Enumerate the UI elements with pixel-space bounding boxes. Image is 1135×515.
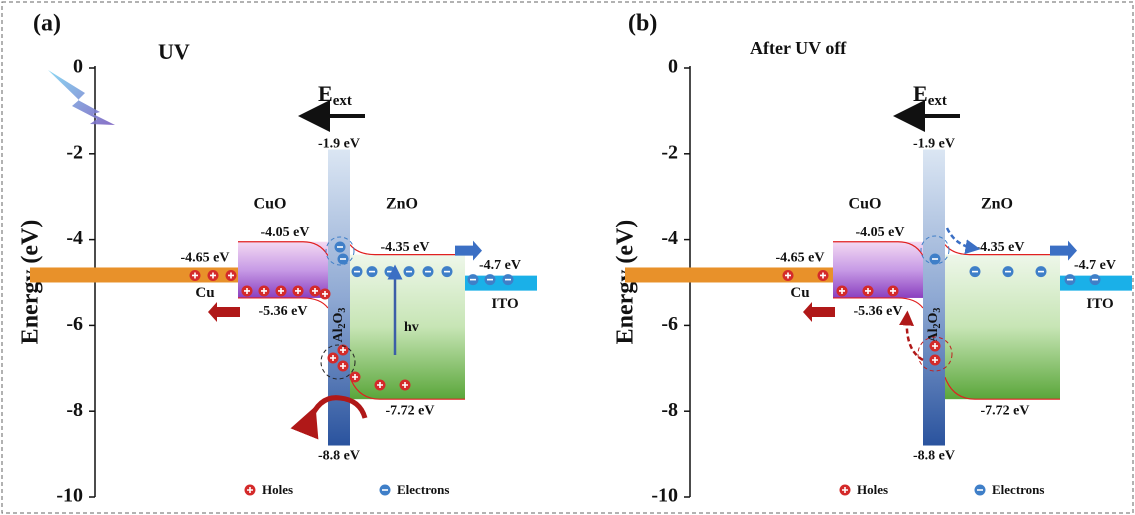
hv-label: hv	[404, 320, 419, 335]
escape-arrow	[947, 228, 973, 248]
field-main: E	[913, 81, 928, 106]
y-tick-label: -2	[66, 141, 83, 163]
field-label: Eext	[913, 81, 947, 109]
field-main: E	[318, 81, 333, 106]
field-sub: ext	[928, 93, 947, 109]
y-tick-label: -6	[661, 313, 678, 335]
level-label: -7.72 eV	[981, 403, 1030, 418]
formula-part: O	[331, 312, 346, 323]
level-label: -4.35 eV	[976, 240, 1025, 255]
formula-part: Al	[926, 328, 941, 342]
level-label: -4.7 eV	[1074, 258, 1116, 273]
y-tick-label: -4	[66, 227, 83, 249]
level-label: -8.8 eV	[913, 449, 955, 464]
figure: 0-2-4-6-8-10Energy (eV)(a)UVEext-4.65 eV…	[0, 0, 1135, 515]
formula-sub: 3	[932, 308, 943, 313]
level-label: -4.35 eV	[381, 240, 430, 255]
level-label: -5.36 eV	[259, 304, 308, 319]
legend-label: Electrons	[397, 482, 449, 497]
panel-note: After UV off	[750, 38, 847, 58]
level-label: -4.05 eV	[261, 225, 310, 240]
flow-arrow	[208, 302, 240, 322]
level-label: -1.9 eV	[913, 137, 955, 152]
material-label: CuO	[254, 196, 287, 213]
panel-tag: (a)	[33, 11, 61, 37]
y-tick-label: 0	[668, 56, 678, 78]
formula-sub: 3	[337, 308, 348, 313]
material-label: Cu	[195, 285, 214, 301]
panel-note: UV	[158, 39, 190, 64]
field-label: Eext	[318, 81, 352, 109]
material-label: ZnO	[386, 196, 418, 213]
legend-label: Electrons	[992, 482, 1044, 497]
panel-tag: (b)	[628, 11, 657, 37]
y-tick-label: 0	[73, 56, 83, 78]
level-label: -1.9 eV	[318, 137, 360, 152]
legend-label: Holes	[857, 482, 888, 497]
cu-band	[625, 267, 833, 282]
level-label: -5.36 eV	[854, 304, 903, 319]
level-label: -4.05 eV	[856, 225, 905, 240]
field-sub: ext	[333, 93, 352, 109]
y-tick-label: -8	[661, 399, 678, 421]
formula-part: Al	[331, 328, 346, 342]
cu-band	[30, 267, 238, 282]
level-label: -4.7 eV	[479, 258, 521, 273]
material-label: ZnO	[981, 196, 1013, 213]
legend-label: Holes	[262, 482, 293, 497]
level-label: -4.65 eV	[776, 251, 825, 266]
level-label: -4.65 eV	[181, 251, 230, 266]
uv-icon	[48, 70, 115, 125]
al2o3-barrier	[923, 150, 945, 446]
material-label: CuO	[849, 196, 882, 213]
y-tick-label: -10	[56, 485, 83, 507]
y-tick-label: -6	[66, 313, 83, 335]
material-label: ITO	[491, 296, 518, 312]
y-tick-label: -4	[661, 227, 678, 249]
flow-arrow	[803, 302, 835, 322]
level-label: -7.72 eV	[386, 403, 435, 418]
material-label: ITO	[1086, 296, 1113, 312]
formula-part: O	[926, 312, 941, 323]
level-label: -8.8 eV	[318, 449, 360, 464]
y-tick-label: -2	[661, 141, 678, 163]
y-tick-label: -10	[651, 485, 678, 507]
material-label: Cu	[790, 285, 809, 301]
escape-arrow	[907, 318, 923, 360]
y-tick-label: -8	[66, 399, 83, 421]
